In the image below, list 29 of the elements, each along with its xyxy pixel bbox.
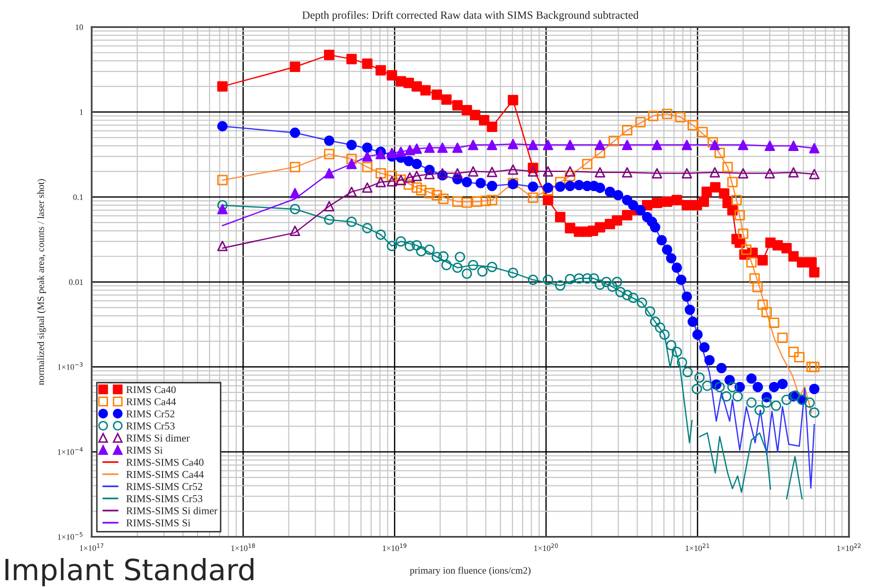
y-tick-label: 1: [80, 109, 83, 115]
y-tick-label: 1×10$^{−4}$: [58, 447, 83, 455]
x-tick-label: 1×10$^{21}$: [686, 543, 710, 552]
legend-label: RIMS Ca40: [126, 386, 176, 394]
legend-label: RIMS-SIMS Cr52: [126, 483, 202, 490]
x-tick-label: 1×10$^{18}$: [231, 543, 255, 552]
x-axis-title: primary ion fluence (ions/cm2): [410, 566, 531, 576]
legend-label: RIMS-SIMS Si: [126, 519, 190, 526]
x-tick-label: 1×10$^{22}$: [837, 543, 861, 552]
legend-label: RIMS Cr52: [126, 410, 174, 418]
legend-label: RIMS Si dimer: [126, 434, 190, 442]
legend-label: RIMS-SIMS Ca40: [126, 458, 204, 466]
text: Implant Standard: [5, 558, 254, 586]
x-tick-label: 1×10$^{17}$: [80, 543, 104, 552]
y-axis-title: normalized signal (MS peak area, counts / laser shot): [37, 179, 46, 385]
y-tick-label: 0.1: [73, 194, 83, 200]
y-tick-label: 10: [76, 24, 84, 30]
legend-label: RIMS Ca44: [126, 398, 176, 406]
y-tick-label: 0.01: [69, 279, 83, 285]
legend-label: RIMS Cr53: [126, 422, 175, 430]
legend-label: RIMS-SIMS Ca44: [126, 470, 204, 478]
y-tick-label: 1×10$^{−3}$: [58, 362, 83, 370]
chart-title: Depth profiles: Drift corrected Raw data with SIMS Background subtracted: [302, 10, 639, 22]
legend-label: RIMS-SIMS Cr53: [126, 495, 202, 502]
y-tick-label: 1×10$^{−5}$: [58, 532, 83, 540]
x-tick-label: 1×10$^{19}$: [382, 543, 406, 552]
legend-label: RIMS-SIMS Si dimer: [126, 506, 218, 514]
x-tick-label: 1×10$^{20}$: [534, 543, 558, 552]
legend-label: RIMS Si: [126, 446, 163, 454]
